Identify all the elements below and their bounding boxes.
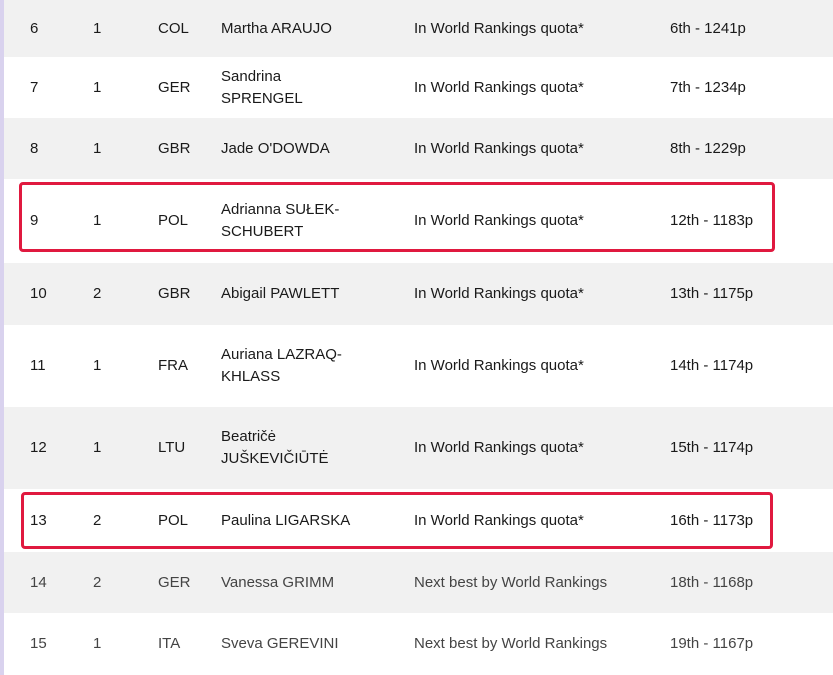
rank-cell: 10 — [30, 285, 47, 302]
table-row: 8 1 GBR Jade O'DOWDA In World Rankings q… — [4, 118, 833, 179]
quota-number-cell: 1 — [93, 212, 102, 229]
noc-cell: GBR — [158, 285, 191, 302]
qualification-method-cell: Next best by World Rankings — [414, 573, 608, 591]
ranking-score-cell: 16th - 1173p — [670, 511, 754, 529]
noc-cell: POL — [158, 212, 189, 229]
table-row: 12 1 LTU Beatričė JUŠKEVIČIŪTĖ In World … — [4, 407, 833, 489]
qualification-method-cell: In World Rankings quota* — [414, 19, 584, 37]
noc-cell: GBR — [158, 139, 191, 157]
qualification-method-cell: Next best by World Rankings — [414, 635, 608, 652]
athlete-name-cell: Adrianna SUŁEK-SCHUBERT — [221, 201, 340, 240]
quota-number-cell: 1 — [93, 139, 102, 157]
table-row: 15 1 ITA Sveva GEREVINI Next best by Wor… — [4, 613, 833, 675]
quota-number-cell: 1 — [93, 635, 102, 652]
athlete-name-cell: Paulina LIGARSKA — [221, 511, 351, 529]
athlete-name-cell: Martha ARAUJO — [221, 19, 332, 37]
athlete-name-cell: Sandrina SPRENGEL — [221, 67, 303, 107]
quota-number-cell: 2 — [93, 511, 102, 529]
table-row: 13 2 POL Paulina LIGARSKA In World Ranki… — [4, 489, 833, 552]
quota-number-cell: 1 — [93, 439, 102, 456]
table-row: 14 2 GER Vanessa GRIMM Next best by Worl… — [4, 552, 833, 613]
ranking-score-cell: 18th - 1168p — [670, 573, 754, 591]
left-accent-bar — [0, 0, 4, 675]
rank-cell: 12 — [30, 439, 47, 456]
quota-number-cell: 1 — [93, 78, 102, 96]
athlete-name-cell: Jade O'DOWDA — [221, 139, 330, 157]
table-row: 9 1 POL Adrianna SUŁEK-SCHUBERT In World… — [4, 179, 833, 263]
noc-cell: ITA — [158, 635, 181, 652]
qualification-method-cell: In World Rankings quota* — [414, 511, 584, 529]
ranking-score-cell: 6th - 1241p — [670, 19, 746, 37]
rank-cell: 9 — [30, 212, 39, 229]
ranking-score-cell: 15th - 1174p — [670, 439, 754, 456]
qualification-method-cell: In World Rankings quota* — [414, 285, 584, 302]
athlete-name-cell: Beatričė JUŠKEVIČIŪTĖ — [221, 428, 329, 467]
quota-number-cell: 2 — [93, 285, 102, 302]
qualification-method-cell: In World Rankings quota* — [414, 439, 584, 456]
rankings-table: 6 1 COL Martha ARAUJO In World Rankings … — [4, 0, 833, 675]
table-row: 6 1 COL Martha ARAUJO In World Rankings … — [4, 0, 833, 57]
ranking-score-cell: 19th - 1167p — [670, 635, 754, 652]
rank-cell: 15 — [30, 635, 47, 652]
quota-number-cell: 2 — [93, 573, 102, 591]
table-row: 11 1 FRA Auriana LAZRAQ-KHLASS In World … — [4, 325, 833, 407]
qualification-method-cell: In World Rankings quota* — [414, 212, 584, 229]
ranking-score-cell: 14th - 1174p — [670, 357, 754, 374]
table-row: 10 2 GBR Abigail PAWLETT In World Rankin… — [4, 263, 833, 325]
noc-cell: GER — [158, 78, 191, 96]
athlete-name-cell: Sveva GEREVINI — [221, 635, 339, 652]
quota-number-cell: 1 — [93, 19, 102, 37]
qualification-method-cell: In World Rankings quota* — [414, 139, 584, 157]
rank-cell: 14 — [30, 573, 47, 591]
athlete-name-cell: Vanessa GRIMM — [221, 573, 335, 591]
qualification-method-cell: In World Rankings quota* — [414, 78, 584, 96]
ranking-score-cell: 13th - 1175p — [670, 285, 754, 302]
quota-number-cell: 1 — [93, 357, 102, 374]
rank-cell: 11 — [30, 357, 46, 374]
ranking-score-cell: 12th - 1183p — [670, 212, 754, 229]
rank-cell: 7 — [30, 78, 39, 96]
noc-cell: COL — [158, 19, 189, 37]
ranking-score-cell: 8th - 1229p — [670, 139, 746, 157]
noc-cell: POL — [158, 511, 189, 529]
noc-cell: GER — [158, 573, 191, 591]
rank-cell: 13 — [30, 511, 47, 529]
qualification-method-cell: In World Rankings quota* — [414, 357, 584, 374]
noc-cell: LTU — [158, 439, 186, 456]
rank-cell: 8 — [30, 139, 39, 157]
athlete-name-cell: Abigail PAWLETT — [221, 285, 340, 302]
rank-cell: 6 — [30, 19, 39, 37]
noc-cell: FRA — [158, 357, 188, 374]
table-row: 7 1 GER Sandrina SPRENGEL In World Ranki… — [4, 57, 833, 118]
ranking-score-cell: 7th - 1234p — [670, 78, 746, 96]
athlete-name-cell: Auriana LAZRAQ-KHLASS — [221, 346, 342, 385]
